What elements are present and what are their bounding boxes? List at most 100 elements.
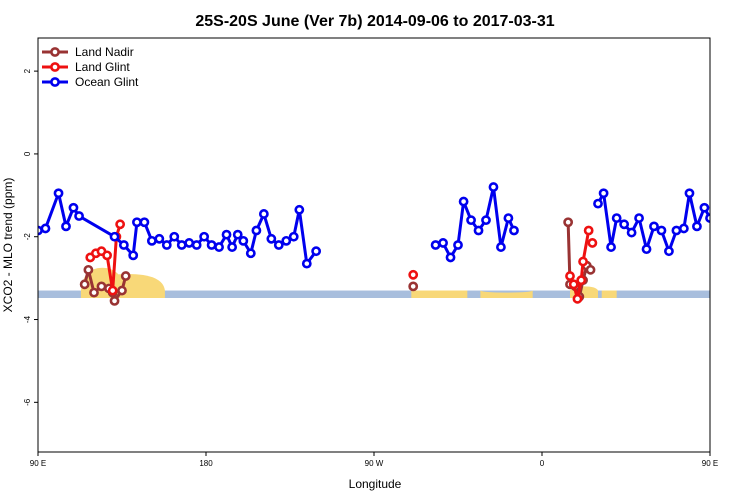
data-point <box>161 240 172 250</box>
data-point <box>273 240 284 250</box>
data-point <box>445 252 456 263</box>
data-point <box>251 225 262 236</box>
data-point <box>214 242 224 252</box>
data-point <box>593 198 603 209</box>
data-point <box>496 242 506 252</box>
data-point <box>169 231 180 242</box>
data-point <box>53 188 64 199</box>
data-point <box>61 221 71 232</box>
data-point <box>453 240 463 250</box>
data-point <box>74 211 84 221</box>
data-point <box>294 204 305 215</box>
data-point <box>132 217 142 228</box>
x-axis: 90 E 180 90 W 0 90 E <box>30 452 718 468</box>
chart-title: 25S-20S June (Ver 7b) 2014-09-06 to 2017… <box>195 13 554 30</box>
x-axis-label: Longitude <box>349 477 402 491</box>
data-point <box>649 221 659 232</box>
data-point <box>232 229 243 240</box>
x-tick-label: 90 E <box>702 459 718 468</box>
legend-swatch-point <box>50 62 60 72</box>
data-point <box>598 188 609 199</box>
data-point <box>206 240 217 250</box>
land-region-3 <box>480 290 533 298</box>
data-point <box>245 248 256 259</box>
data-point <box>481 215 491 226</box>
y-tick-label: 0 <box>23 151 32 156</box>
legend-label: Ocean Glint <box>75 75 139 89</box>
data-point <box>626 227 637 238</box>
band-layer <box>38 290 710 298</box>
data-point <box>611 213 622 223</box>
legend-item: Land Nadir <box>42 45 134 59</box>
data-point <box>438 238 448 248</box>
data-point <box>568 279 579 290</box>
series-line <box>38 191 318 266</box>
legend-swatch-point <box>50 47 60 57</box>
data-point <box>191 240 202 250</box>
data-point <box>664 246 674 257</box>
data-point <box>107 285 118 296</box>
y-tick-label: -4 <box>23 315 32 323</box>
data-point <box>146 235 157 246</box>
y-tick-label: 2 <box>23 68 32 73</box>
data-point <box>509 225 519 236</box>
data-point <box>656 225 667 236</box>
y-tick-label: -6 <box>23 398 32 406</box>
data-point <box>221 229 232 240</box>
data-point <box>692 221 702 232</box>
data-point <box>154 233 165 244</box>
data-point <box>184 238 195 248</box>
data-point <box>79 279 90 290</box>
plot-area <box>38 182 710 306</box>
data-point <box>641 244 652 255</box>
data-point <box>139 217 150 228</box>
data-point <box>488 182 499 192</box>
land-region-2 <box>411 290 468 298</box>
x-tick-label: 90 E <box>30 459 46 468</box>
data-point <box>619 219 630 230</box>
data-point <box>128 250 139 261</box>
data-point <box>68 202 79 213</box>
legend-label: Land Glint <box>75 60 130 74</box>
data-point <box>466 215 476 226</box>
data-point <box>572 293 583 304</box>
data-point <box>115 219 126 230</box>
data-point <box>585 264 596 275</box>
data-point <box>503 213 514 223</box>
series-ocean-glint <box>38 182 710 269</box>
data-point <box>281 235 292 246</box>
data-point <box>96 281 107 292</box>
data-point <box>117 285 127 296</box>
data-point <box>583 225 594 236</box>
data-point <box>699 202 710 213</box>
land-region-5 <box>601 290 617 298</box>
y-axis: 2 0 -2 -4 -6 <box>23 68 38 406</box>
data-point <box>684 188 695 199</box>
data-point <box>563 217 574 228</box>
data-point <box>578 256 588 267</box>
legend-item: Ocean Glint <box>42 75 139 89</box>
data-point <box>199 231 210 242</box>
x-tick-label: 90 W <box>365 459 384 468</box>
data-point <box>311 246 322 257</box>
data-point <box>606 242 616 252</box>
legend-item: Land Glint <box>42 60 130 74</box>
data-point <box>288 231 299 242</box>
data-point <box>473 225 484 236</box>
legend-swatch-point <box>50 77 60 87</box>
series-layer <box>38 182 710 306</box>
data-point <box>176 240 187 250</box>
data-point <box>678 223 689 234</box>
data-point <box>258 209 269 219</box>
data-point <box>227 242 238 252</box>
data-point <box>408 269 419 280</box>
x-tick-label: 0 <box>540 459 545 468</box>
data-point <box>634 213 644 223</box>
data-point <box>576 275 587 286</box>
legend-label: Land Nadir <box>75 45 134 59</box>
data-point <box>565 271 575 281</box>
data-point <box>118 240 129 250</box>
data-point <box>89 287 99 298</box>
data-point <box>83 264 94 275</box>
